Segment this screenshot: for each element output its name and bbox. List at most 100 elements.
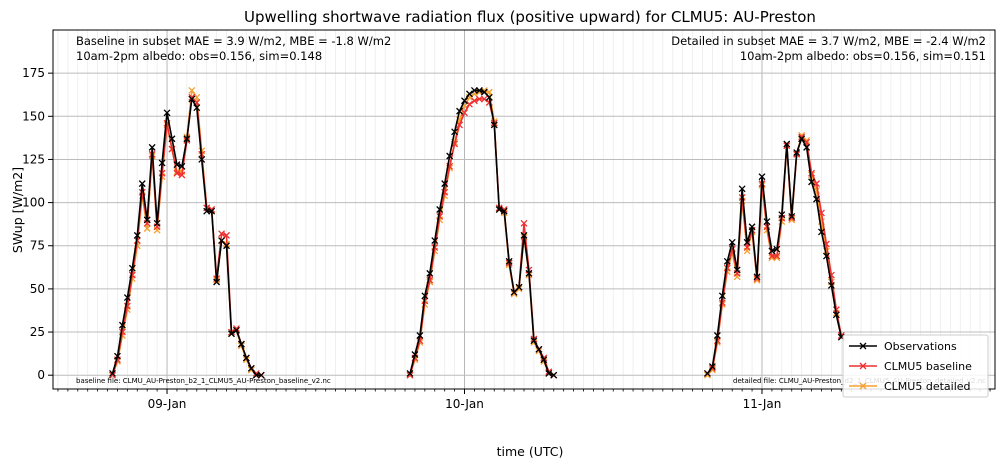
data-point — [406, 371, 414, 379]
y-tick-label: 25 — [30, 325, 45, 339]
data-point — [827, 281, 835, 289]
data-point — [480, 88, 488, 96]
baseline-albedo-annotation: 10am-2pm albedo: obs=0.156, sim=0.148 — [76, 49, 322, 63]
data-point — [188, 95, 196, 103]
data-point — [109, 371, 116, 379]
data-point — [703, 371, 711, 379]
data-point — [113, 352, 121, 360]
data-point — [466, 100, 473, 108]
data-point — [143, 216, 151, 224]
data-point — [510, 290, 518, 298]
data-point — [456, 121, 464, 129]
data-point — [128, 264, 136, 272]
data-point — [470, 97, 478, 105]
data-point — [470, 86, 478, 94]
data-point — [803, 143, 811, 151]
data-point — [703, 370, 711, 377]
data-point — [168, 135, 176, 143]
data-point — [138, 180, 146, 188]
data-point — [480, 86, 488, 94]
data-point — [753, 275, 761, 282]
data-point — [198, 155, 206, 163]
data-point — [505, 257, 513, 265]
data-point — [208, 207, 216, 215]
data-point — [515, 285, 523, 293]
data-point — [768, 252, 776, 260]
data-point — [743, 238, 751, 246]
data-point — [431, 237, 439, 245]
legend-marker — [859, 342, 867, 350]
data-point — [515, 283, 523, 291]
data-point — [218, 230, 226, 238]
data-point — [813, 195, 820, 203]
data-point — [158, 169, 166, 177]
data-point — [173, 169, 181, 177]
data-point — [738, 185, 746, 193]
data-point — [232, 326, 240, 334]
data-point — [441, 180, 449, 188]
series-clmu5-detailed — [109, 86, 845, 379]
legend-entry: Observations — [849, 340, 957, 353]
data-point — [763, 218, 771, 226]
legend-label: CLMU5 baseline — [884, 360, 972, 373]
legend-marker — [859, 362, 867, 370]
data-point — [133, 231, 141, 239]
data-point — [223, 231, 230, 239]
data-point — [143, 225, 151, 232]
detailed-albedo-annotation: 10am-2pm albedo: obs=0.156, sim=0.151 — [740, 49, 986, 63]
series-observations — [109, 86, 845, 379]
data-point — [237, 340, 245, 348]
legend-entry: CLMU5 detailed — [849, 380, 971, 393]
series-clmu5-baseline — [109, 93, 845, 379]
legend-box — [842, 334, 989, 398]
data-point — [832, 311, 840, 319]
data-point — [520, 219, 528, 227]
data-point — [535, 345, 543, 353]
data-point — [118, 321, 126, 329]
data-point — [748, 223, 756, 231]
data-point — [406, 370, 414, 377]
x-axis-label: time (UTC) — [497, 444, 564, 459]
data-point — [550, 371, 558, 379]
data-point — [188, 86, 196, 94]
data-point — [525, 269, 533, 277]
y-axis-label: SWup [W/m2] — [10, 167, 25, 253]
data-point — [188, 93, 196, 101]
data-point — [743, 244, 751, 251]
legend-label: Observations — [884, 340, 957, 353]
y-tick-label: 0 — [37, 368, 45, 382]
data-point — [495, 206, 503, 213]
data-point — [763, 223, 771, 231]
data-point — [728, 238, 736, 246]
data-point — [500, 207, 508, 215]
x-axis: 09-Jan 10-Jan 11-Jan — [57, 389, 991, 411]
data-point — [753, 273, 761, 281]
data-point — [218, 237, 226, 245]
data-point — [723, 257, 731, 265]
series-line — [409, 98, 555, 376]
data-point — [798, 135, 806, 143]
legend: Observations CLMU5 baseline CLMU5 detailed — [842, 334, 989, 398]
data-point — [252, 371, 260, 379]
data-point — [783, 140, 791, 148]
data-point — [773, 245, 781, 253]
data-point — [153, 219, 161, 227]
y-tick-label: 125 — [22, 152, 45, 166]
x-tick-label: 11-Jan — [743, 397, 782, 411]
data-point — [242, 354, 250, 362]
data-point — [148, 143, 156, 151]
data-point — [451, 128, 459, 136]
data-point — [480, 95, 488, 103]
data-point — [520, 231, 528, 239]
data-point — [768, 247, 776, 255]
data-point — [778, 211, 786, 219]
data-point — [247, 364, 255, 372]
y-tick-label: 75 — [30, 239, 45, 253]
data-point — [510, 288, 518, 296]
data-point — [426, 269, 434, 277]
data-point — [530, 337, 538, 345]
data-point — [456, 107, 464, 115]
data-point — [173, 161, 181, 169]
chart-title: Upwelling shortwave radiation flux (posi… — [244, 8, 816, 26]
